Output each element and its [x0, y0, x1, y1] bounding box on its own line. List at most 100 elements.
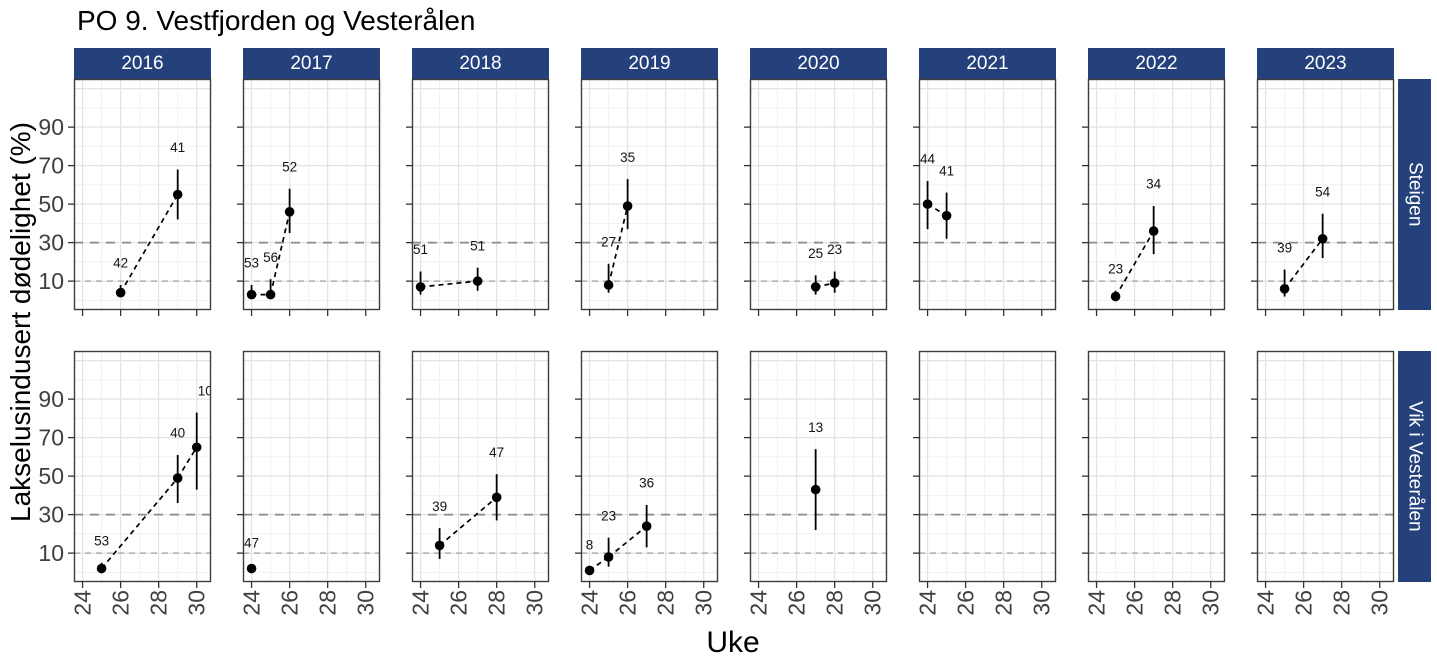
panel-border — [580, 78, 719, 311]
x-tick-label: 28 — [1329, 590, 1355, 616]
facet-strip-year-2016: 2016 — [74, 48, 211, 79]
x-tick-label: 24 — [70, 590, 96, 616]
count-label: 23 — [827, 242, 842, 257]
data-point — [191, 442, 202, 453]
panel-content: 23 34 — [1088, 79, 1225, 310]
x-tick-label: 24 — [746, 590, 772, 616]
panel-content: 53 40 10 — [74, 351, 211, 582]
axis-ticks — [744, 398, 874, 588]
x-tick-label: 26 — [277, 590, 303, 616]
panel-border — [1087, 78, 1226, 311]
facet-strip-year-2017: 2017 — [243, 48, 380, 79]
panel-border — [242, 78, 381, 311]
panel-content: 39 54 — [1257, 79, 1394, 310]
x-tick-label: 30 — [184, 590, 210, 616]
axis-ticks — [744, 126, 874, 316]
data-series: 53 40 10 — [94, 383, 211, 574]
panel-content: 8 23 36 — [581, 351, 718, 582]
panel-plot: 24 26 28 30 — [913, 350, 1057, 616]
count-label: 13 — [808, 420, 823, 435]
panel-border — [580, 350, 719, 583]
gridlines-minor — [243, 79, 380, 310]
x-tick-label: 26 — [784, 590, 810, 616]
x-tick-label: 30 — [1367, 590, 1393, 616]
axis-ticks — [1082, 398, 1212, 588]
x-tick-label: 26 — [1291, 590, 1317, 616]
data-point — [415, 282, 426, 292]
panel-plot: 39 47 24 26 28 30 — [406, 350, 550, 616]
count-label: 23 — [601, 508, 616, 523]
panel-content: 39 47 — [412, 351, 549, 582]
axis-ticks — [1082, 126, 1212, 316]
facet-panel-2021-steigen: 44 41 — [913, 78, 1057, 316]
panel-border — [918, 78, 1057, 311]
panel-background — [412, 79, 549, 310]
panel-content: 27 35 — [581, 79, 718, 310]
x-tick-label: 30 — [860, 590, 886, 616]
panel-plot: 51 51 — [406, 78, 550, 316]
axis-ticks — [913, 126, 1043, 316]
count-label: 52 — [282, 159, 297, 174]
panel-background — [581, 79, 718, 310]
panel-background — [243, 351, 380, 582]
data-series: 13 — [808, 420, 823, 531]
panel-background — [919, 79, 1056, 310]
data-point — [810, 484, 821, 495]
axis-ticks — [575, 126, 705, 316]
gridlines-minor — [1088, 351, 1225, 582]
x-tick-label: 26 — [446, 590, 472, 616]
facet-panel-2017-vik: 47 24 26 28 30 — [237, 350, 381, 616]
gridlines-minor — [412, 79, 549, 310]
facet-panel-2021-vik: 24 26 28 30 — [913, 350, 1057, 616]
x-tick-label: 28 — [653, 590, 679, 616]
data-point — [922, 199, 933, 209]
facet-strip-year-2021: 2021 — [919, 48, 1056, 79]
panel-content: 51 51 — [412, 79, 549, 310]
data-point — [172, 473, 183, 483]
facet-strip-year-2022: 2022 — [1088, 48, 1225, 79]
y-tick-label: 10 — [38, 540, 64, 566]
trend-dashed-line — [608, 525, 648, 558]
panel-background — [1088, 79, 1225, 310]
facet-strip-year-2023: 2023 — [1257, 48, 1394, 79]
count-label: 51 — [413, 242, 428, 257]
data-point — [246, 563, 257, 574]
x-tick-label: 26 — [1122, 590, 1148, 616]
data-point — [434, 540, 445, 551]
data-point — [284, 207, 295, 217]
chart-title: PO 9. Vestfjorden og Vesterålen — [77, 5, 476, 36]
facet-panel-2016-steigen: 42 41 10 30 50 70 90 — [38, 78, 212, 316]
data-point — [96, 563, 107, 574]
y-tick-label: 90 — [38, 114, 64, 140]
facet-panel-2022-vik: 24 26 28 30 — [1082, 350, 1226, 616]
count-label: 47 — [244, 535, 259, 550]
x-tick-label: 24 — [1084, 590, 1110, 616]
x-tick-label: 24 — [1253, 590, 1279, 616]
x-tick-label: 28 — [822, 590, 848, 616]
x-tick-label: 28 — [146, 590, 172, 616]
data-point — [265, 289, 276, 300]
x-tick-label: 28 — [315, 590, 341, 616]
panel-background — [919, 351, 1056, 582]
data-series: 51 51 — [413, 238, 485, 295]
panel-border — [1087, 350, 1226, 583]
panel-background — [1088, 351, 1225, 582]
data-point — [584, 565, 595, 576]
trend-dashed-line — [439, 496, 498, 547]
trend-dashed-line — [176, 446, 198, 479]
count-label: 41 — [170, 140, 185, 155]
panel-background — [243, 79, 380, 310]
gridlines-major — [750, 351, 887, 582]
panel-border — [411, 78, 550, 311]
facet-panel-2022-steigen: 23 34 — [1082, 78, 1226, 316]
data-point — [472, 276, 483, 286]
panel-border — [411, 350, 550, 583]
data-point — [115, 287, 126, 298]
panel-border — [1256, 350, 1395, 583]
data-series: 53 56 52 — [244, 159, 297, 300]
facet-panel-2016-vik: 53 40 10 10 30 50 70 90 24 26 28 30 — [38, 350, 212, 616]
